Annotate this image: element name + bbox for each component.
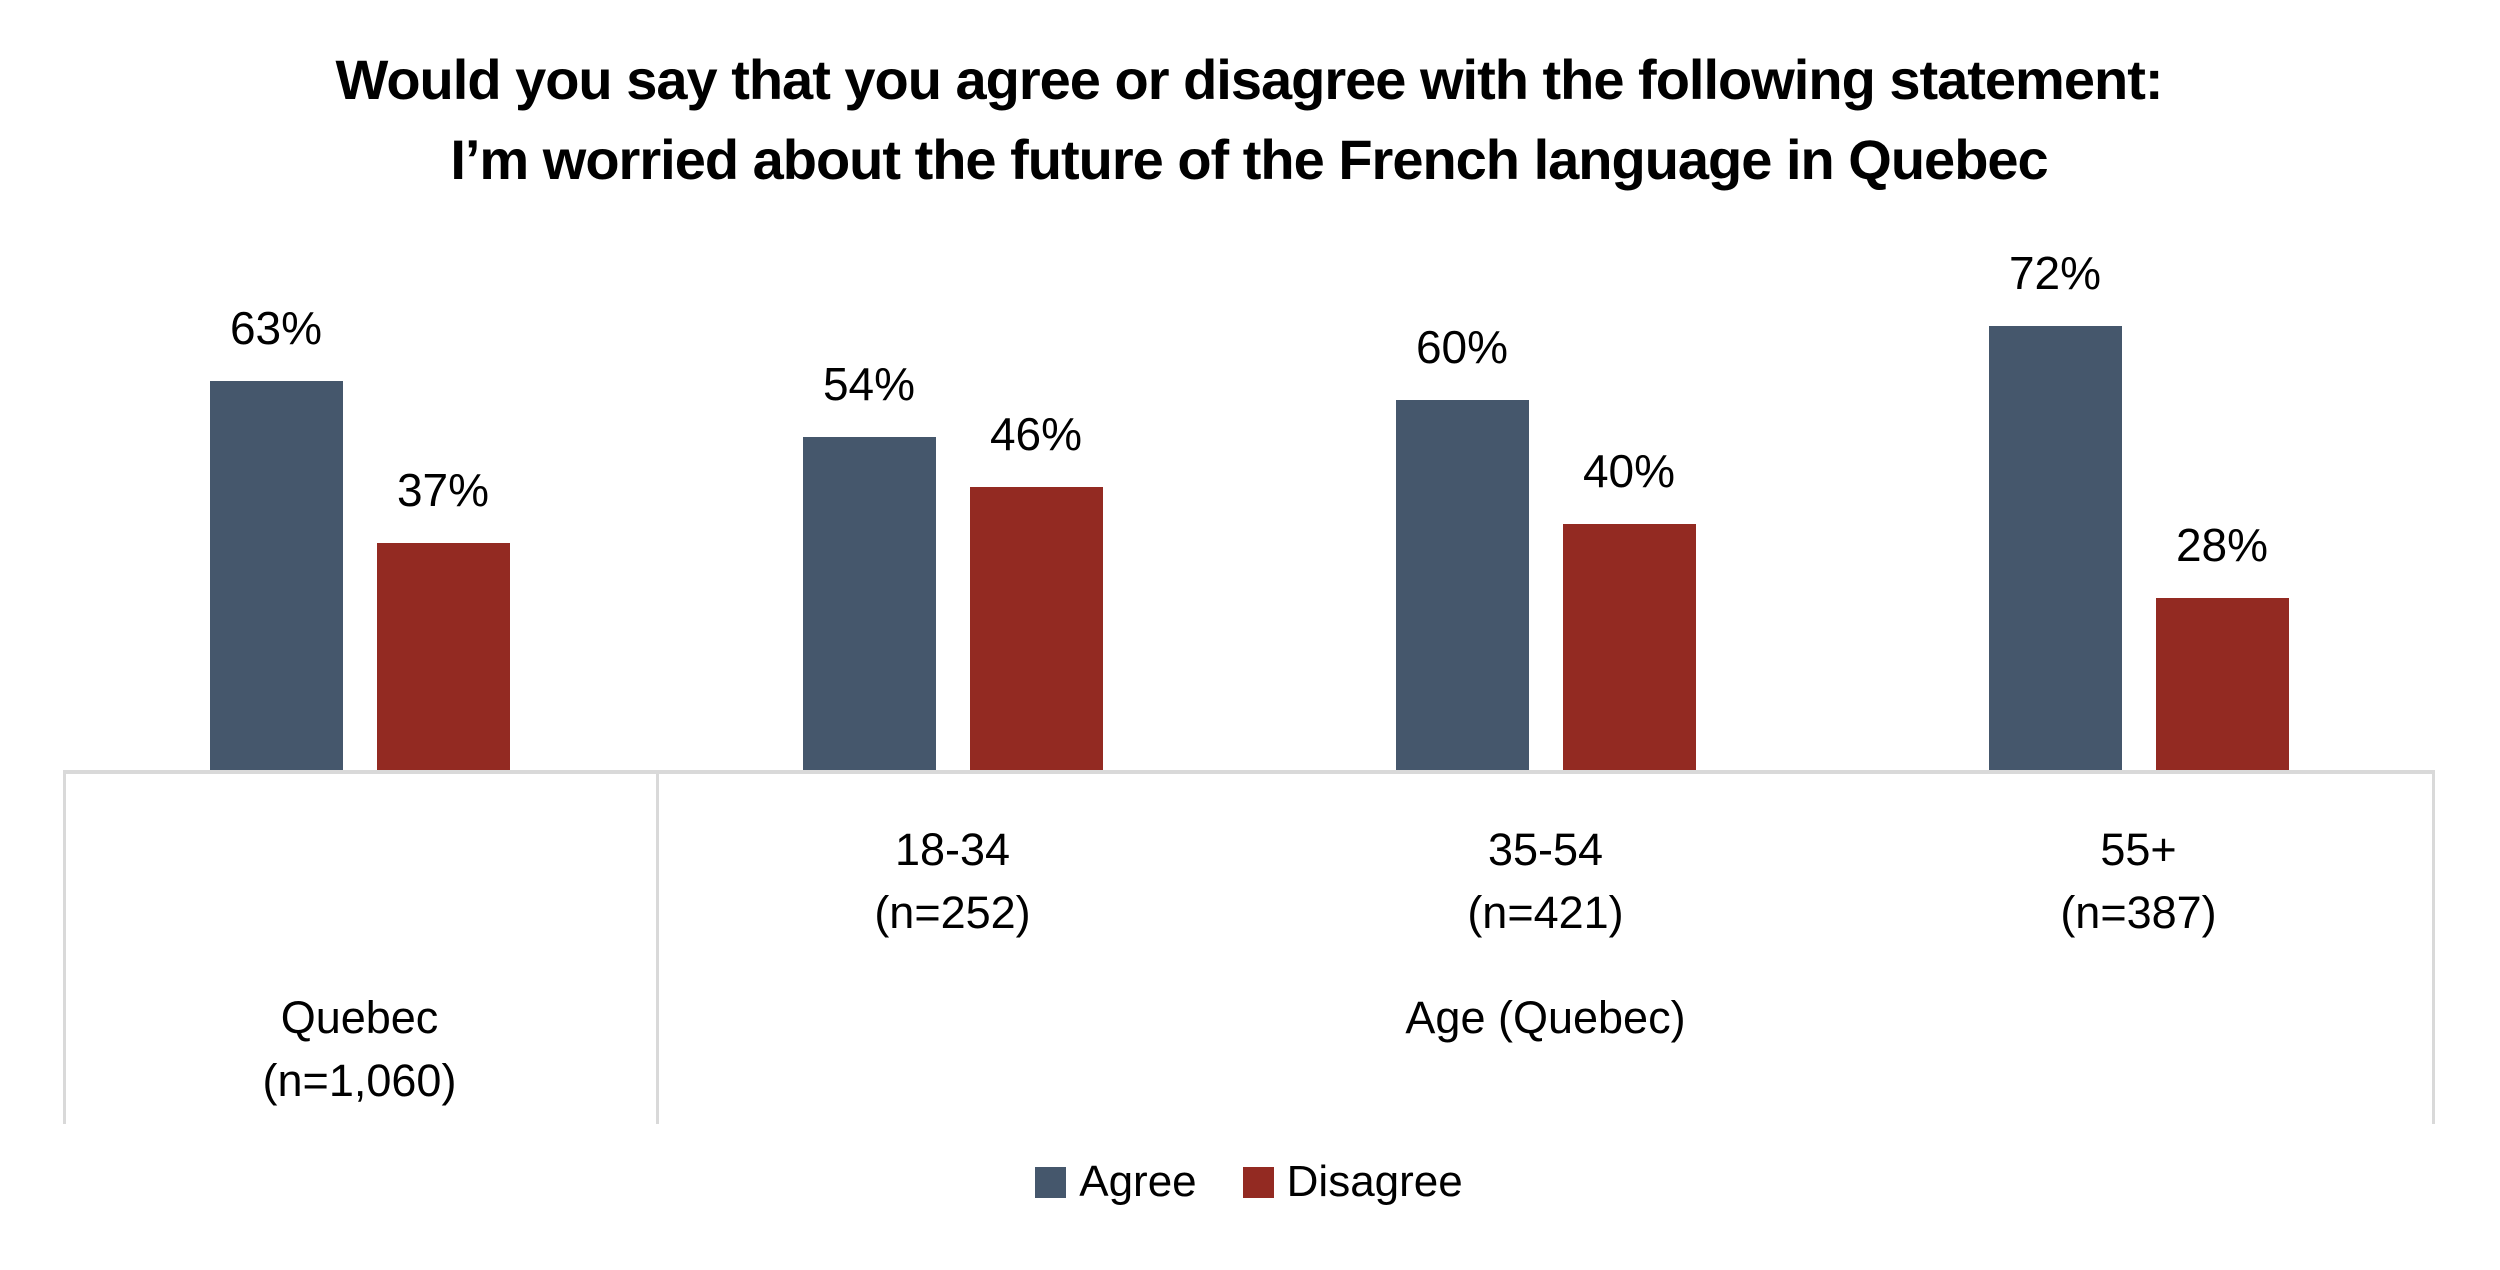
legend-item-agree: Agree xyxy=(1035,1157,1197,1206)
bar-group: 60% 40% xyxy=(1249,0,1842,772)
section-label-line: Age (Quebec) xyxy=(1405,992,1686,1043)
legend: Agree Disagree xyxy=(63,1160,2435,1204)
category-label: 35-54 (n=421) xyxy=(1249,818,1842,944)
bar-group: 72% 28% xyxy=(1842,0,2435,772)
plot-area: 63% 37% 54% 46% 60% 40% 72% 28% xyxy=(63,0,2435,772)
axis-divider-line xyxy=(2432,774,2435,1124)
bar-value-label: 28% xyxy=(2175,519,2269,571)
section-label-line: (n=1,060) xyxy=(262,1055,457,1106)
legend-swatch-agree xyxy=(1035,1166,1067,1198)
bar-agree: 54% xyxy=(802,361,936,772)
bar-group: 63% 37% xyxy=(63,0,656,772)
category-label-line: (n=387) xyxy=(2060,887,2217,938)
bar-agree: 60% xyxy=(1395,324,1529,772)
bar-group: 54% 46% xyxy=(656,0,1249,772)
bar-disagree: 37% xyxy=(376,467,510,772)
bar-value-label: 60% xyxy=(1415,321,1509,373)
bar-value-label: 46% xyxy=(989,408,1083,460)
bar-value-label: 72% xyxy=(2008,247,2102,299)
chart-title: Would you say that you agree or disagree… xyxy=(63,40,2435,200)
section-label: Quebec (n=1,060) xyxy=(63,986,656,1112)
bar-agree: 63% xyxy=(209,305,343,772)
legend-item-disagree: Disagree xyxy=(1242,1157,1463,1206)
category-label-line: 18-34 xyxy=(894,824,1011,875)
bar-value-label: 40% xyxy=(1582,445,1676,497)
section-label-line: Quebec xyxy=(280,992,439,1043)
category-label-line: 55+ xyxy=(2100,824,2177,875)
chart-title-line-2: I’m worried about the future of the Fren… xyxy=(450,128,2048,191)
legend-label: Agree xyxy=(1079,1157,1197,1206)
category-label-line: (n=421) xyxy=(1467,887,1624,938)
legend-swatch-disagree xyxy=(1242,1166,1274,1198)
bar-disagree: 40% xyxy=(1562,448,1696,772)
category-axis: 18-34 (n=252) 35-54 (n=421) 55+ (n=387) Quebe… xyxy=(63,770,2435,1124)
axis-divider-line xyxy=(63,774,66,1124)
category-label: 55+ (n=387) xyxy=(1842,818,2435,944)
bar-agree: 72% xyxy=(1988,250,2122,772)
bar-disagree: 46% xyxy=(969,411,1103,772)
chart-title-line-1: Would you say that you agree or disagree… xyxy=(335,48,2164,111)
category-label xyxy=(63,818,656,944)
bar-value-label: 63% xyxy=(229,302,323,354)
axis-divider-line xyxy=(656,774,659,1124)
category-axis-tier2: Quebec (n=1,060) Age (Quebec) xyxy=(63,986,2435,1112)
bar-value-label: 37% xyxy=(396,464,490,516)
category-label-line: 35-54 xyxy=(1487,824,1604,875)
category-axis-tier1: 18-34 (n=252) 35-54 (n=421) 55+ (n=387) xyxy=(63,818,2435,944)
legend-label: Disagree xyxy=(1286,1157,1463,1206)
bar-value-label: 54% xyxy=(822,358,916,410)
section-label: Age (Quebec) xyxy=(656,986,2435,1112)
bar-disagree: 28% xyxy=(2155,522,2289,772)
category-label-line: (n=252) xyxy=(874,887,1031,938)
category-label: 18-34 (n=252) xyxy=(656,818,1249,944)
